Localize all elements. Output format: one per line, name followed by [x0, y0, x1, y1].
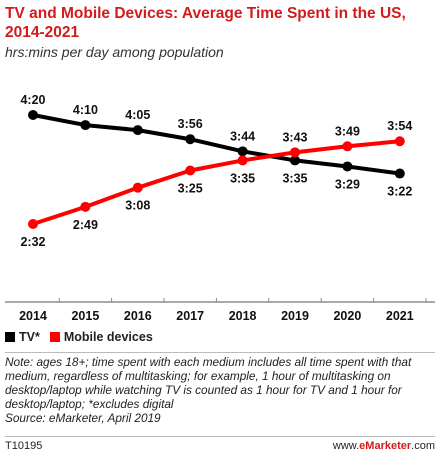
- legend-label-tv: TV*: [19, 330, 40, 344]
- chart-title: TV and Mobile Devices: Average Time Spen…: [5, 5, 406, 41]
- chart-note: Note: ages 18+; time spent with each med…: [5, 355, 437, 425]
- data-point-tv: [185, 134, 196, 145]
- x-tick-label: 2017: [176, 309, 204, 323]
- brand-suffix: .com: [411, 440, 435, 452]
- data-point-tv: [132, 125, 143, 136]
- legend-item-tv: TV*: [5, 330, 40, 344]
- footer-divider: [5, 436, 435, 437]
- data-label-mobile: 3:49: [335, 124, 360, 138]
- brand-name: eMarketer: [359, 440, 412, 452]
- data-point-tv: [290, 155, 300, 166]
- series-line-tv: [32, 113, 401, 176]
- data-point-mobile: [237, 155, 248, 166]
- x-tick-label: 2020: [333, 309, 361, 323]
- data-point-tv: [237, 146, 248, 157]
- data-point-mobile: [185, 165, 196, 176]
- legend-swatch-tv: [5, 332, 15, 342]
- chart-subtitle: hrs:mins per day among population: [5, 44, 224, 60]
- data-label-mobile: 2:32: [20, 235, 45, 249]
- x-tick-label: 2021: [386, 309, 414, 323]
- brand-prefix: www.: [332, 440, 360, 452]
- data-point-mobile: [28, 219, 38, 229]
- legend-label-mobile: Mobile devices: [63, 330, 153, 344]
- series-line-mobile: [32, 139, 400, 226]
- data-label-mobile: 2:49: [73, 218, 98, 232]
- data-label-tv: 3:29: [335, 177, 360, 191]
- legend-swatch-mobile: [49, 332, 60, 342]
- data-point-tv: [342, 161, 353, 172]
- data-point-tv: [394, 168, 405, 179]
- x-tick-label: 2016: [124, 309, 152, 323]
- x-tick-label: 2014: [19, 309, 47, 323]
- note-divider: [5, 352, 435, 353]
- brand-url: www.eMarketer.com: [333, 440, 435, 452]
- chart-code: T10195: [5, 440, 43, 452]
- data-label-mobile: 3:54: [387, 119, 412, 133]
- data-label-tv: 4:10: [73, 103, 98, 117]
- data-label-mobile: 3:43: [282, 130, 307, 144]
- data-label-tv: 3:44: [230, 129, 255, 143]
- note-text: Note: ages 18+; time spent with each med…: [5, 355, 412, 411]
- data-label-tv: 4:05: [125, 108, 150, 122]
- legend: TV* Mobile devices: [5, 330, 163, 344]
- line-chart: 2014 2015 2016 2017 2018 2019 2020 2021 4:20 4:10…: [5, 93, 435, 323]
- data-point-mobile: [132, 182, 143, 193]
- x-tick-label: 2019: [281, 309, 309, 323]
- data-point-tv: [80, 120, 91, 131]
- data-point-mobile: [394, 136, 405, 147]
- data-label-tv: 3:22: [387, 185, 412, 199]
- x-tick-label: 2018: [229, 309, 257, 323]
- data-label-tv: 3:56: [178, 117, 203, 131]
- x-tick-label: 2015: [71, 309, 99, 323]
- source-text: Source: eMarketer, April 2019: [5, 411, 161, 425]
- data-point-mobile: [290, 147, 300, 158]
- data-label-tv: 3:35: [282, 171, 307, 185]
- data-point-mobile: [80, 201, 91, 212]
- data-label-mobile: 3:35: [230, 171, 255, 185]
- data-point-mobile: [342, 141, 353, 152]
- data-label-mobile: 3:25: [178, 182, 203, 196]
- data-point-tv: [28, 110, 38, 120]
- legend-item-mobile: Mobile devices: [49, 330, 153, 344]
- data-label-tv: 4:20: [20, 93, 45, 107]
- data-label-mobile: 3:08: [125, 199, 150, 213]
